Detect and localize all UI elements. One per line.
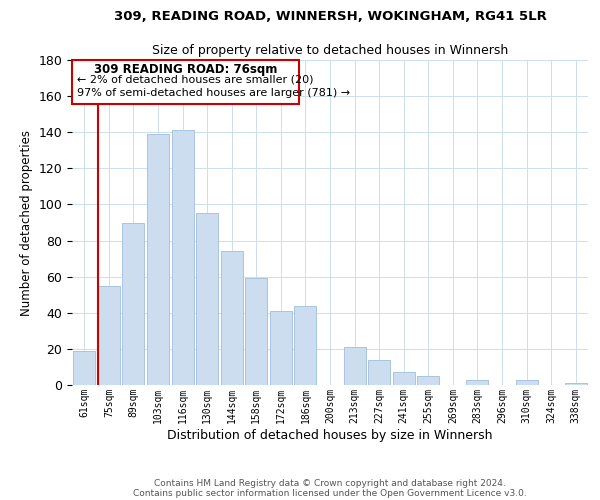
X-axis label: Distribution of detached houses by size in Winnersh: Distribution of detached houses by size … (167, 428, 493, 442)
Bar (344, 347, 365, 385)
Y-axis label: Number of detached properties: Number of detached properties (20, 130, 33, 316)
Bar (98, 286, 120, 385)
Text: ← 2% of detached houses are smaller (20): ← 2% of detached houses are smaller (20) (77, 74, 314, 85)
Bar (392, 372, 415, 385)
Bar (466, 380, 488, 385)
Bar (73, 350, 95, 385)
Bar (245, 278, 268, 385)
Bar (565, 383, 587, 385)
Bar (122, 222, 145, 385)
Bar (172, 130, 194, 385)
Bar (270, 311, 292, 385)
Text: Contains HM Land Registry data © Crown copyright and database right 2024.: Contains HM Land Registry data © Crown c… (154, 478, 506, 488)
Title: Size of property relative to detached houses in Winnersh: Size of property relative to detached ho… (152, 44, 508, 58)
Bar (368, 360, 390, 385)
Bar (417, 376, 439, 385)
FancyBboxPatch shape (72, 60, 299, 104)
Text: 309, READING ROAD, WINNERSH, WOKINGHAM, RG41 5LR: 309, READING ROAD, WINNERSH, WOKINGHAM, … (113, 10, 547, 22)
Bar (295, 306, 316, 385)
Bar (221, 252, 243, 385)
Text: 309 READING ROAD: 76sqm: 309 READING ROAD: 76sqm (94, 63, 277, 76)
Bar (196, 214, 218, 385)
Text: Contains public sector information licensed under the Open Government Licence v3: Contains public sector information licen… (133, 488, 527, 498)
Bar (147, 134, 169, 385)
Text: 97% of semi-detached houses are larger (781) →: 97% of semi-detached houses are larger (… (77, 88, 350, 98)
Bar (515, 380, 538, 385)
